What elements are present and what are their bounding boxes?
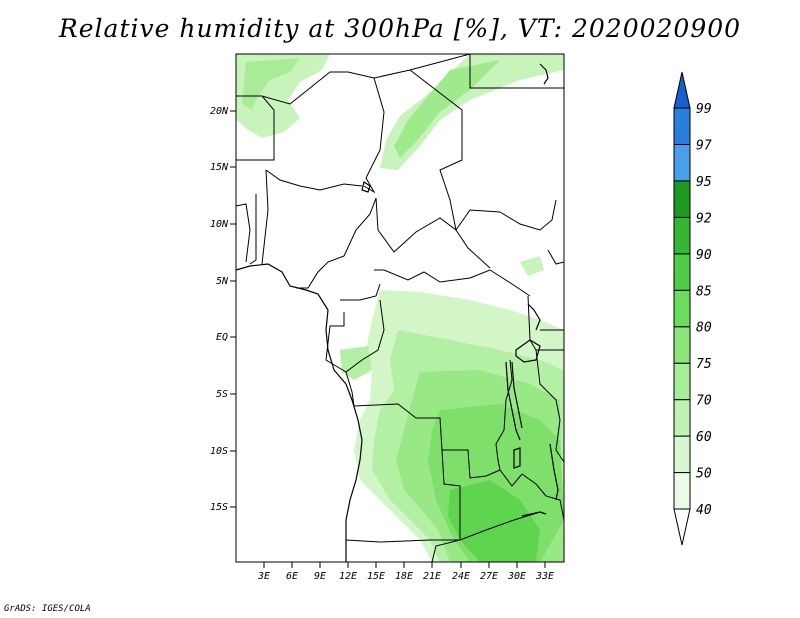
border-ghana <box>236 203 251 263</box>
humidity-shading <box>236 54 564 562</box>
colorbar-label: 50 <box>696 467 712 482</box>
lon-tick-label: 18E <box>395 571 413 582</box>
humidity-region-east-speck <box>520 256 544 276</box>
lon-tick-label: 12E <box>339 571 357 582</box>
colorbar: 40 50 60 70 75 80 85 90 92 95 97 99 <box>673 71 712 546</box>
colorbar-label: 97 <box>696 138 712 153</box>
colorbar-label: 85 <box>696 284 712 299</box>
colorbar-segment <box>673 326 691 364</box>
border-sudan-south-sudan <box>455 199 557 231</box>
coastline-lake-tanganyika-east <box>511 361 523 429</box>
lat-tick-label: 10N <box>210 219 229 230</box>
border-angola-zambia <box>431 449 461 562</box>
lat-tick-label: 10S <box>210 446 228 457</box>
lon-tick-label: 24E <box>452 571 470 582</box>
coastline-red-sea <box>539 63 549 85</box>
colorbar-segment <box>673 362 691 401</box>
coastline-lake-albert <box>527 303 541 331</box>
colorbar-segment <box>673 289 691 328</box>
coastline-lake-mweru <box>513 447 521 469</box>
colorbar-label: 80 <box>696 321 712 336</box>
lon-tick-label: 6E <box>286 571 298 582</box>
colorbar-label: 60 <box>696 430 712 445</box>
colorbar-label: 95 <box>696 175 712 190</box>
colorbar-label: 70 <box>696 394 712 409</box>
lat-tick-label: 5S <box>216 389 228 400</box>
colorbar-triangle-high <box>673 71 691 109</box>
colorbar-segment <box>673 143 691 182</box>
coastline-lake-tanganyika <box>505 361 521 441</box>
humidity-region-south-peak <box>448 480 540 562</box>
lat-tick-label: 15S <box>210 502 228 513</box>
colorbar-segment <box>673 435 691 474</box>
lat-tick-label: 20N <box>210 106 229 117</box>
colorbar-label: 99 <box>696 102 712 117</box>
border-nigeria-cameroon <box>296 197 377 289</box>
border-east-africa <box>527 295 564 463</box>
border-drc-east <box>495 359 513 471</box>
lon-tick-label: 9E <box>314 571 326 582</box>
border-mozambique <box>545 495 564 521</box>
map-frame <box>235 53 565 563</box>
lon-tick-label: 3E <box>257 571 270 582</box>
border-mali-niger <box>236 95 275 161</box>
border-drc-angola <box>351 391 501 479</box>
border-zambia-zimbabwe <box>459 511 541 541</box>
border-cameroon-congo <box>340 283 381 301</box>
colorbar-segment <box>673 472 691 510</box>
colorbar-segment <box>673 399 691 437</box>
border-nigeria-benin <box>261 169 269 265</box>
lon-tick-label: 27E <box>480 571 498 582</box>
lat-tick-label: EQ <box>216 332 228 343</box>
colorbar-segment <box>673 216 691 255</box>
border-chad-car <box>375 197 491 269</box>
border-niger-nigeria <box>265 169 363 191</box>
border-congo-drc <box>345 299 385 393</box>
map-title: Relative humidity at 300hPa [%], VT: 202… <box>58 14 742 43</box>
colorbar-label: 75 <box>696 357 712 372</box>
border-ethiopia <box>547 249 564 265</box>
colorbar-segment <box>673 180 691 218</box>
colorbar-label: 90 <box>696 248 712 263</box>
longitude-axis <box>263 562 546 568</box>
coastline-west-africa <box>236 263 363 562</box>
border-car-drc <box>374 269 531 297</box>
lon-tick-label: 33E <box>535 571 554 582</box>
country-borders <box>236 54 564 562</box>
border-niger-chad <box>363 77 385 194</box>
lon-tick-label: 15E <box>367 571 385 582</box>
colorbar-label: 40 <box>696 503 712 518</box>
humidity-region-sahara-band-inner <box>394 60 500 158</box>
border-libya-chad <box>409 69 463 231</box>
colorbar-triangle-low <box>673 508 691 546</box>
lat-tick-label: 15N <box>210 162 229 173</box>
colorbar-segment <box>673 107 691 145</box>
lon-tick-label: 30E <box>507 571 526 582</box>
border-benin-togo <box>249 194 257 265</box>
credit-text: GrADS: IGES/COLA <box>4 604 91 614</box>
border-egypt-sudan <box>469 54 564 89</box>
border-namibia <box>345 539 460 543</box>
coastline-lake-chad <box>361 181 371 193</box>
lon-tick-label: 21E <box>423 571 441 582</box>
lat-tick-label: 5N <box>216 276 229 287</box>
border-algeria-niger <box>236 54 471 105</box>
border-drc-zambia <box>499 469 547 497</box>
colorbar-segment <box>673 253 691 291</box>
border-uganda-kenya <box>536 329 564 351</box>
latitude-axis <box>230 110 236 508</box>
coastline-lake-kariba <box>521 511 547 517</box>
humidity-region-west-coast <box>340 346 372 380</box>
humidity-region-northwest-inner <box>242 58 300 110</box>
coastline-lake-victoria <box>515 339 541 363</box>
coastline <box>236 63 559 562</box>
colorbar-label: 92 <box>696 211 712 226</box>
coastline-lake-malawi <box>549 443 559 501</box>
